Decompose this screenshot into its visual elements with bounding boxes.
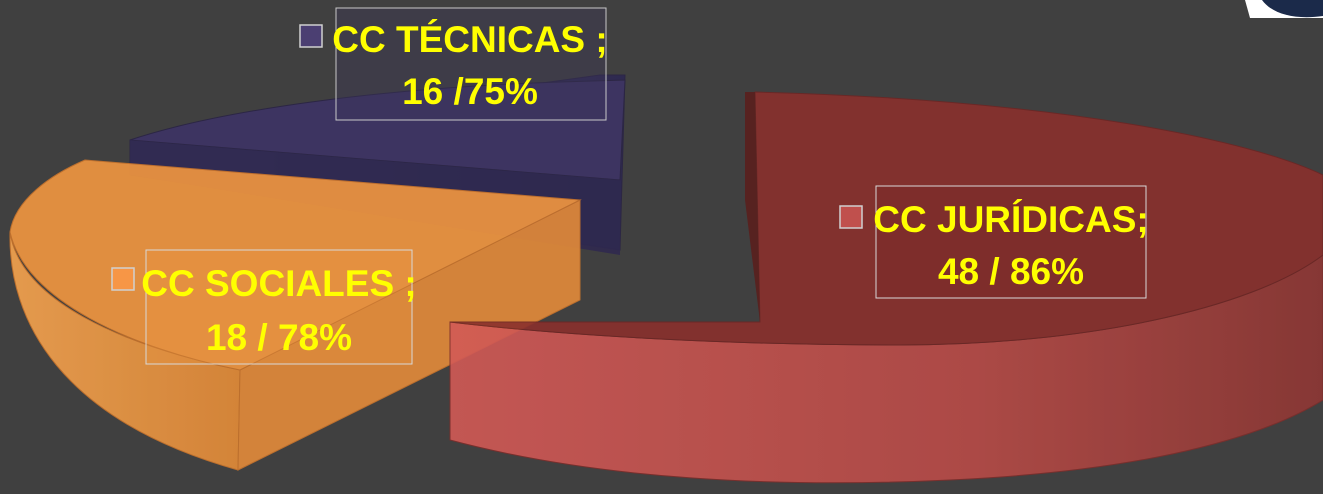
slice-cc-tecnicas-top: [129, 79, 626, 181]
legend-key-cc-sociales: [111, 267, 135, 291]
label-cc-tecnicas: CC TÉCNICAS ; 16 /75%: [299, 7, 608, 121]
label-cc-juridicas: CC JURÍDICAS; 48 / 86%: [839, 185, 1149, 299]
legend-key-cc-tecnicas: [299, 24, 323, 48]
label-cc-juridicas-box: [875, 185, 1147, 299]
label-cc-tecnicas-name: CC TÉCNICAS ;: [332, 19, 607, 60]
label-cc-juridicas-name: CC JURÍDICAS;: [873, 199, 1148, 240]
legend-key-cc-juridicas: [839, 205, 863, 229]
slice-cc-sociales: [9, 159, 582, 471]
slice-cc-juridicas: [449, 91, 1323, 484]
label-cc-tecnicas-value: 16 /75%: [402, 71, 538, 112]
slice-cc-juridicas-inner-face: [745, 92, 760, 322]
corner-logo: [1245, 0, 1323, 18]
slice-cc-juridicas-top: [449, 91, 1323, 346]
label-cc-sociales-box: [145, 249, 413, 365]
corner-logo-ring: [1262, 0, 1323, 18]
label-cc-juridicas-value: 48 / 86%: [938, 251, 1084, 292]
label-cc-sociales-value: 18 / 78%: [206, 317, 352, 358]
label-cc-tecnicas-box: [335, 7, 607, 121]
label-cc-sociales: CC SOCIALES ; 18 / 78%: [111, 249, 417, 365]
label-cc-sociales-name: CC SOCIALES ;: [141, 263, 416, 304]
